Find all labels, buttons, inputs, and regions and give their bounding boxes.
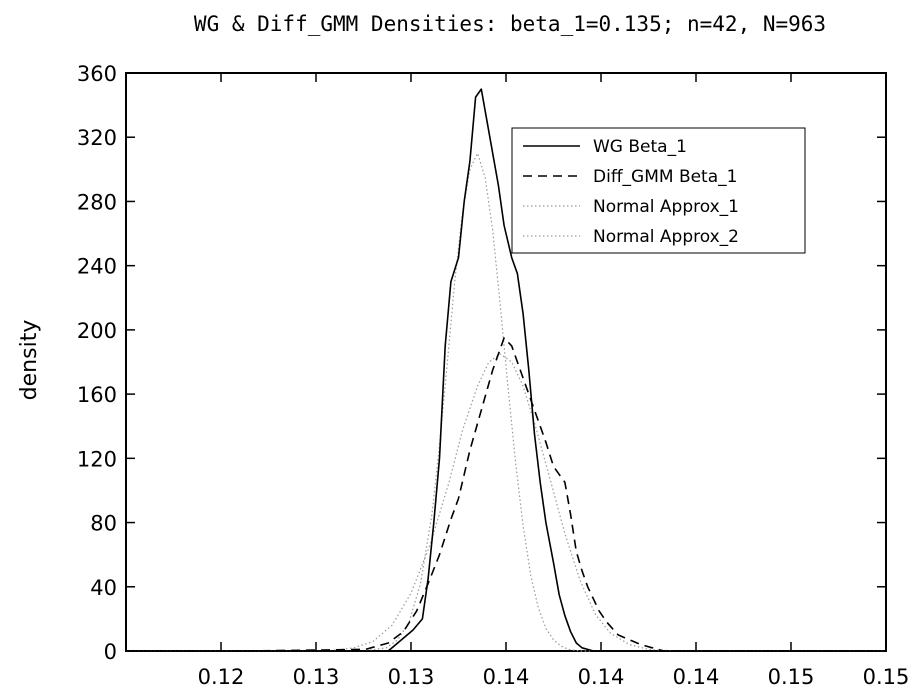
legend-entry-label: WG Beta_1 xyxy=(593,137,687,157)
y-axis-label: density xyxy=(17,320,42,401)
y-tick-label: 80 xyxy=(90,512,117,536)
x-tick-label: 0.14 xyxy=(673,665,720,689)
x-tick-label: 0.15 xyxy=(863,665,910,689)
legend-entry-label: Normal Approx_2 xyxy=(593,227,739,247)
x-tick-label: 0.14 xyxy=(483,665,530,689)
chart-title: WG & Diff_GMM Densities: beta_1=0.135; n… xyxy=(194,12,826,36)
y-tick-label: 120 xyxy=(77,447,117,471)
x-tick-label: 0.15 xyxy=(768,665,815,689)
x-tick-label: 0.13 xyxy=(293,665,340,689)
y-tick-label: 40 xyxy=(90,576,117,600)
x-axis: 0.12 0.13 0.13 0.14 0.14 0.14 0.15 0.15 xyxy=(198,73,910,689)
y-tick-label: 200 xyxy=(77,319,117,343)
y-tick-label: 0 xyxy=(104,640,117,664)
x-tick-label: 0.13 xyxy=(388,665,435,689)
y-tick-label: 240 xyxy=(77,255,117,279)
x-tick-label: 0.12 xyxy=(198,665,245,689)
legend-entry-label: Normal Approx_1 xyxy=(593,197,739,217)
legend-entry-label: Diff_GMM Beta_1 xyxy=(593,167,737,187)
y-tick-label: 320 xyxy=(77,126,117,150)
legend-box xyxy=(511,127,806,254)
x-tick-label: 0.14 xyxy=(578,665,625,689)
y-axis: 0 40 80 120 160 200 240 280 320 360 xyxy=(77,62,886,664)
series-line-normal-approx-2 xyxy=(126,353,886,652)
y-tick-label: 160 xyxy=(77,383,117,407)
legend: WG Beta_1 Diff_GMM Beta_1 Normal Approx_1 N… xyxy=(511,127,806,254)
y-tick-label: 280 xyxy=(77,190,117,214)
y-tick-label: 360 xyxy=(77,62,117,86)
series-line-wg-beta-1 xyxy=(126,88,886,652)
series-lines xyxy=(126,88,886,652)
